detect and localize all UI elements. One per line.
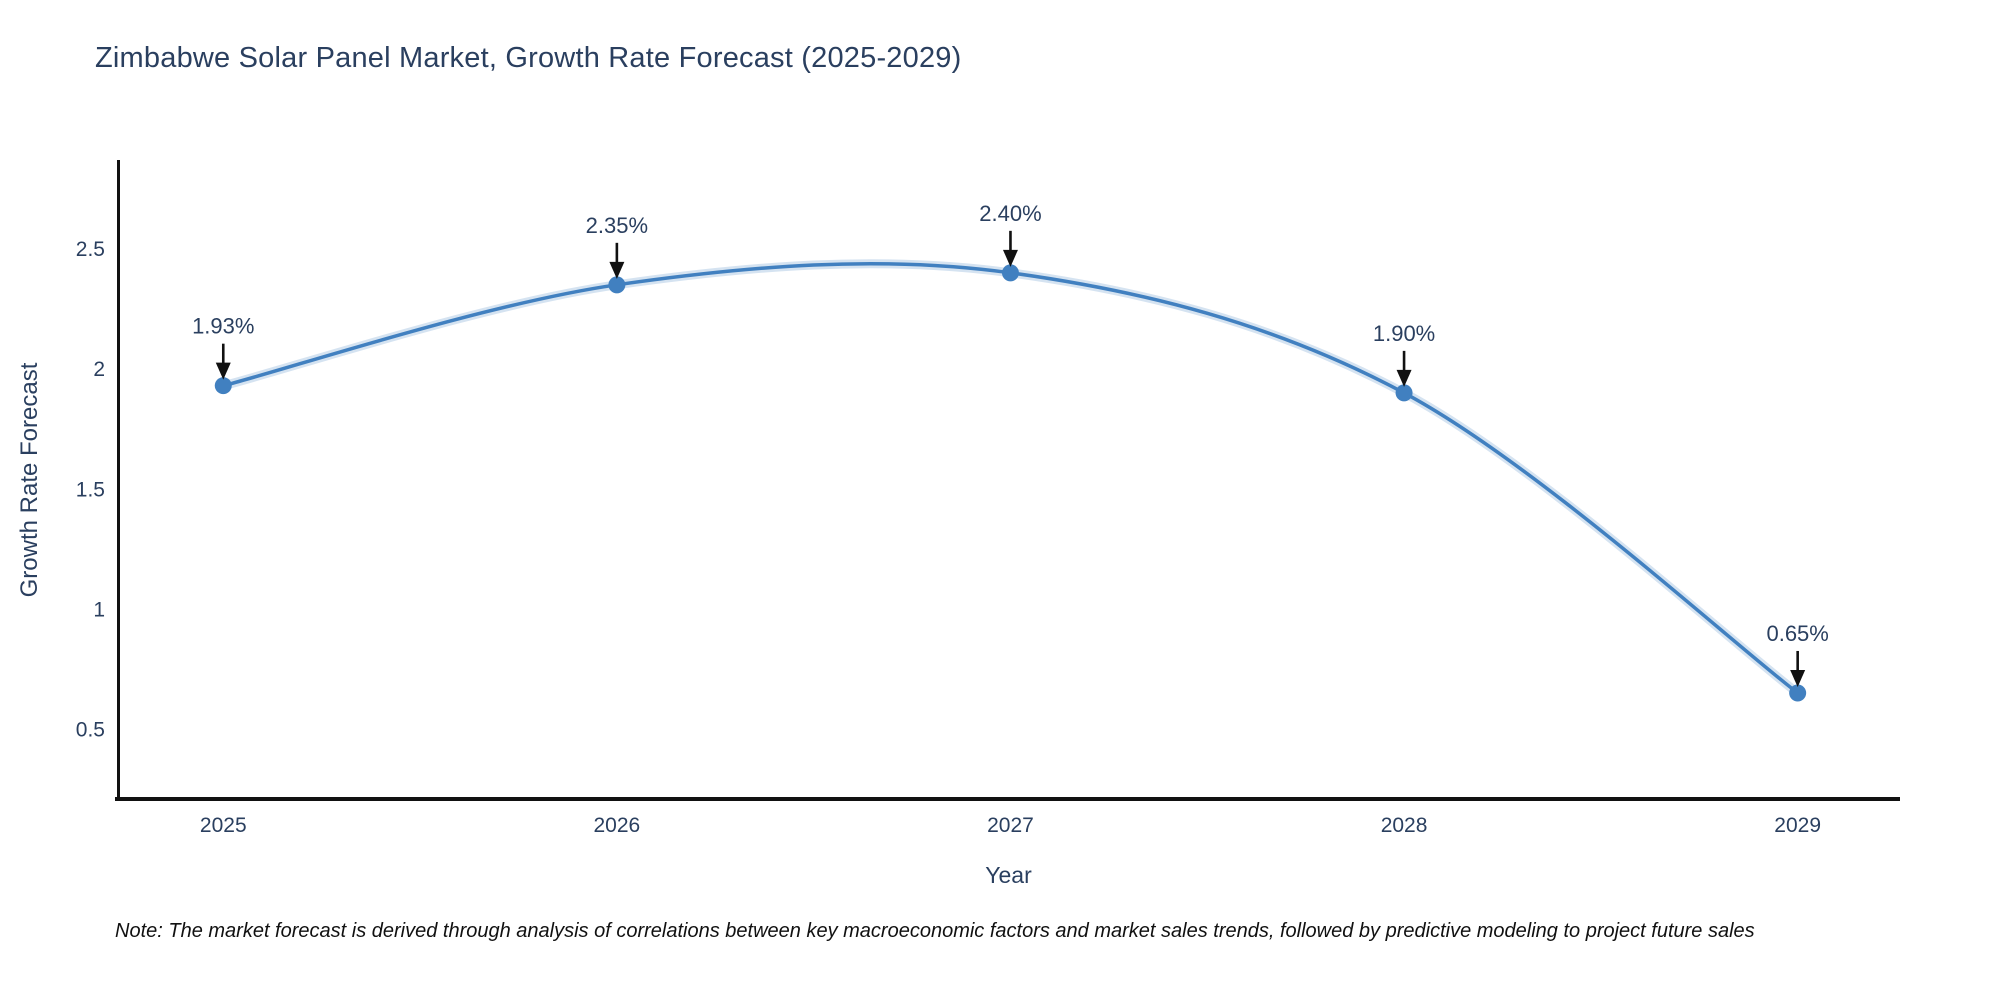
- annotation-arrow-head: [1790, 669, 1806, 687]
- y-tick-label: 1: [93, 598, 105, 621]
- data-point-label: 2.40%: [979, 201, 1041, 226]
- trend-line: [221, 261, 1800, 695]
- x-tick-label: 2029: [1774, 814, 1821, 837]
- data-point-marker: [608, 276, 626, 294]
- data-point-label: 0.65%: [1766, 621, 1828, 646]
- annotation-arrow-head: [215, 362, 231, 380]
- x-tick-label: 2026: [594, 814, 641, 837]
- x-axis-title: Year: [985, 862, 1032, 888]
- y-axis-title: Growth Rate Forecast: [16, 362, 43, 598]
- data-point-label: 1.93%: [192, 314, 254, 339]
- x-tick-label: 2025: [200, 814, 247, 837]
- data-point-marker: [1001, 264, 1019, 282]
- data-point-label: 2.35%: [586, 213, 648, 238]
- annotation-arrow-head: [609, 261, 625, 279]
- y-tick-label: 0.5: [76, 718, 105, 741]
- y-tick-label: 2: [93, 358, 105, 381]
- data-point-marker: [1395, 384, 1413, 402]
- data-point-marker: [1789, 684, 1807, 702]
- annotation-arrow-head: [1002, 249, 1018, 267]
- footnote: Note: The market forecast is derived thr…: [115, 920, 1755, 942]
- data-point-marker: [214, 377, 232, 395]
- data-point-label: 1.90%: [1373, 321, 1435, 346]
- y-tick-label: 2.5: [76, 238, 105, 261]
- y-tick-label: 1.5: [76, 478, 105, 501]
- chart-title: Zimbabwe Solar Panel Market, Growth Rate…: [95, 42, 962, 74]
- x-tick-label: 2027: [987, 814, 1034, 837]
- trend-line-halo: [218, 259, 1803, 698]
- annotation-arrow-head: [1396, 369, 1412, 387]
- x-tick-label: 2028: [1381, 814, 1428, 837]
